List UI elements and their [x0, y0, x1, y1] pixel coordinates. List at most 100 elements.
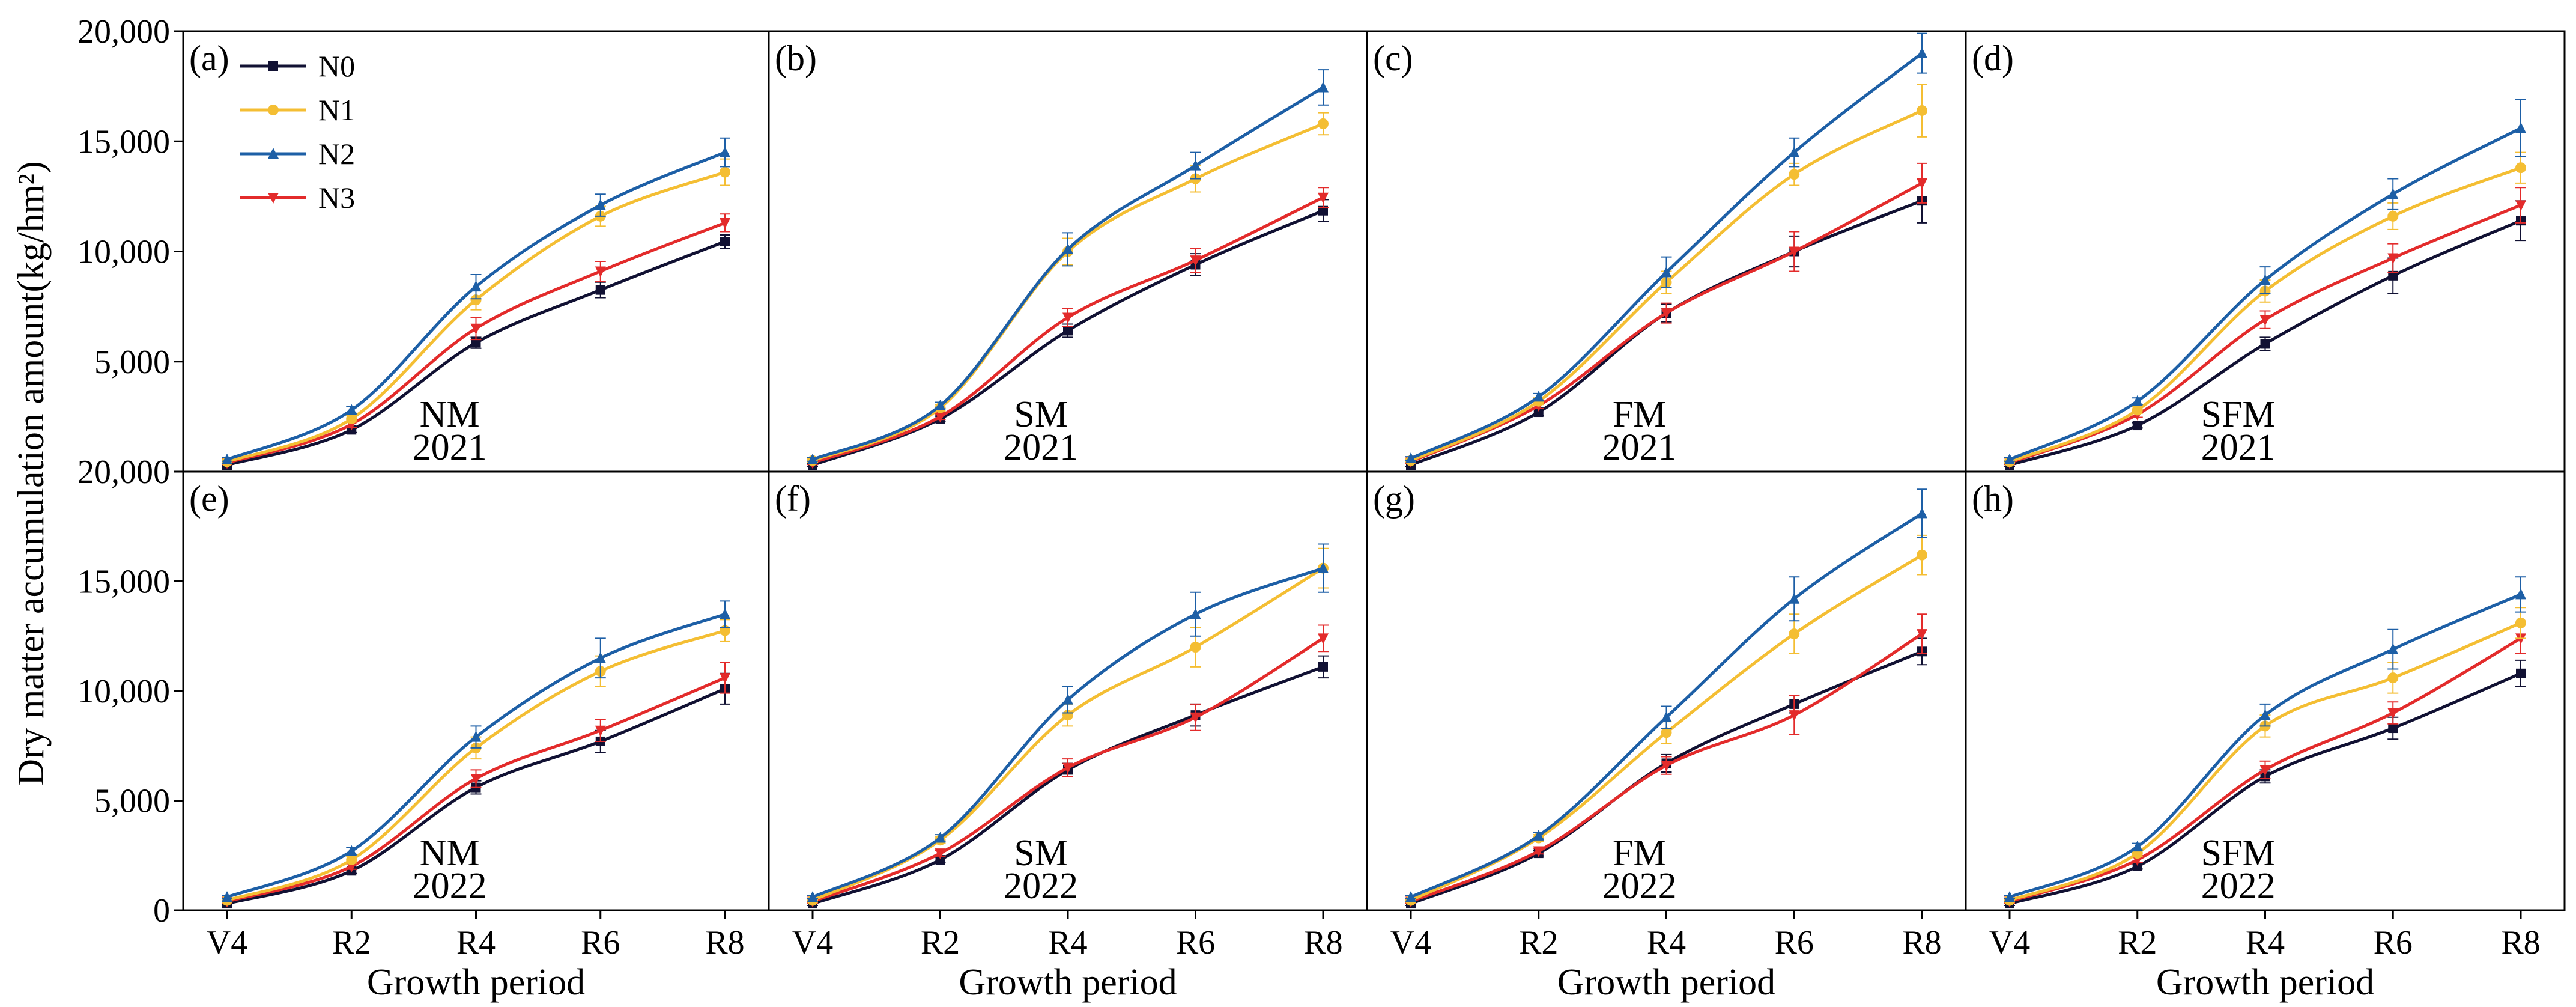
data-point: [807, 891, 818, 902]
panel-year: 2021: [1602, 427, 1677, 468]
data-point: [595, 725, 606, 737]
data-point: [1917, 549, 1927, 561]
series-n2: [222, 600, 730, 902]
data-point: [1917, 507, 1927, 519]
panel-e: 0 5,000 10,000 15,000 20,000 V4 R2 R4 R6 R8 Growth…: [77, 454, 770, 1003]
y-axis-title: Dry matter accumulation amount(kg/hm²): [11, 161, 52, 786]
data-point: [470, 294, 482, 306]
x-tick-label: R8: [2501, 924, 2540, 961]
panel-treatment: NM: [420, 833, 480, 874]
panel-label: (c): [1373, 38, 1413, 78]
x-tick-label: R4: [1048, 924, 1087, 961]
panel-treatment: FM: [1613, 394, 1667, 435]
data-point: [1318, 118, 1329, 129]
data-point: [1062, 312, 1073, 324]
data-point: [720, 166, 730, 178]
data-point: [1917, 47, 1927, 58]
data-point: [1318, 205, 1328, 216]
panel-year: 2021: [413, 427, 487, 468]
x-tick-label: R2: [921, 924, 960, 961]
data-point: [935, 832, 946, 843]
panel-year: 2022: [2201, 866, 2276, 907]
data-point: [2132, 395, 2143, 406]
x-tick-label: V4: [792, 924, 833, 961]
legend-label-n3: N3: [318, 181, 355, 214]
data-point: [346, 854, 357, 866]
data-point: [346, 845, 357, 856]
panel-treatment: NM: [420, 394, 480, 435]
data-point: [1318, 562, 1329, 573]
data-point: [2387, 708, 2399, 719]
data-point: [346, 404, 357, 415]
panel-label: (b): [775, 38, 817, 78]
legend-marker-n2: [268, 148, 279, 159]
data-point: [935, 412, 946, 423]
x-axis-title: Growth period: [367, 962, 585, 1003]
data-point: [1917, 178, 1927, 189]
data-point: [2132, 421, 2142, 431]
data-point: [1533, 407, 1544, 418]
x-tick-label: V4: [1390, 924, 1431, 961]
data-point: [2004, 891, 2015, 902]
data-point: [935, 848, 946, 860]
data-point: [2387, 188, 2399, 199]
data-point: [470, 281, 482, 292]
data-point: [1533, 829, 1544, 841]
panel-treatment: SFM: [2201, 394, 2276, 435]
data-point: [2259, 315, 2271, 326]
data-point: [1661, 266, 1672, 278]
y-tick-label: 15,000: [77, 123, 170, 160]
data-point: [720, 146, 730, 157]
series-n2: [1405, 488, 1927, 902]
y-tick-label: 5,000: [94, 344, 170, 381]
legend-label-n1: N1: [318, 93, 355, 127]
panel-label: (f): [775, 479, 811, 519]
y-tick-label: 20,000: [77, 13, 170, 50]
data-point: [1789, 246, 1800, 258]
x-tick-label: R4: [1647, 924, 1686, 961]
data-point: [1789, 592, 1800, 604]
data-point: [1405, 452, 1416, 464]
data-point: [2132, 404, 2143, 416]
panel-label: (d): [1972, 38, 2014, 78]
data-point: [2004, 453, 2015, 464]
panel-year: 2021: [2201, 427, 2276, 468]
series-n2: [1405, 32, 1927, 464]
data-point: [1789, 628, 1800, 640]
legend-marker-n1: [268, 105, 279, 115]
x-tick-label: R4: [2246, 924, 2285, 961]
data-point: [1190, 159, 1201, 171]
data-point: [935, 855, 945, 865]
data-point: [1063, 326, 1073, 336]
data-point: [2259, 765, 2271, 776]
series-n2: [2004, 576, 2526, 902]
data-point: [807, 453, 818, 464]
legend-label-n0: N0: [318, 49, 355, 83]
data-point: [2516, 668, 2526, 678]
y-tick-label: 10,000: [77, 673, 170, 710]
data-point: [2387, 643, 2399, 654]
series-n3: [222, 213, 730, 469]
data-point: [1789, 146, 1800, 157]
data-point: [1661, 711, 1672, 722]
data-point: [2388, 270, 2398, 281]
data-point: [2388, 723, 2398, 734]
x-tick-label: R8: [1303, 924, 1342, 961]
data-point: [1190, 255, 1201, 267]
data-point: [346, 413, 357, 425]
data-point: [2259, 274, 2271, 285]
panel-label: (h): [1972, 479, 2014, 519]
data-point: [222, 891, 232, 902]
data-point: [1661, 727, 1672, 738]
x-tick-label: R8: [1902, 924, 1941, 961]
series-n2: [2004, 99, 2526, 464]
data-point: [470, 323, 482, 335]
data-point: [1789, 169, 1800, 180]
